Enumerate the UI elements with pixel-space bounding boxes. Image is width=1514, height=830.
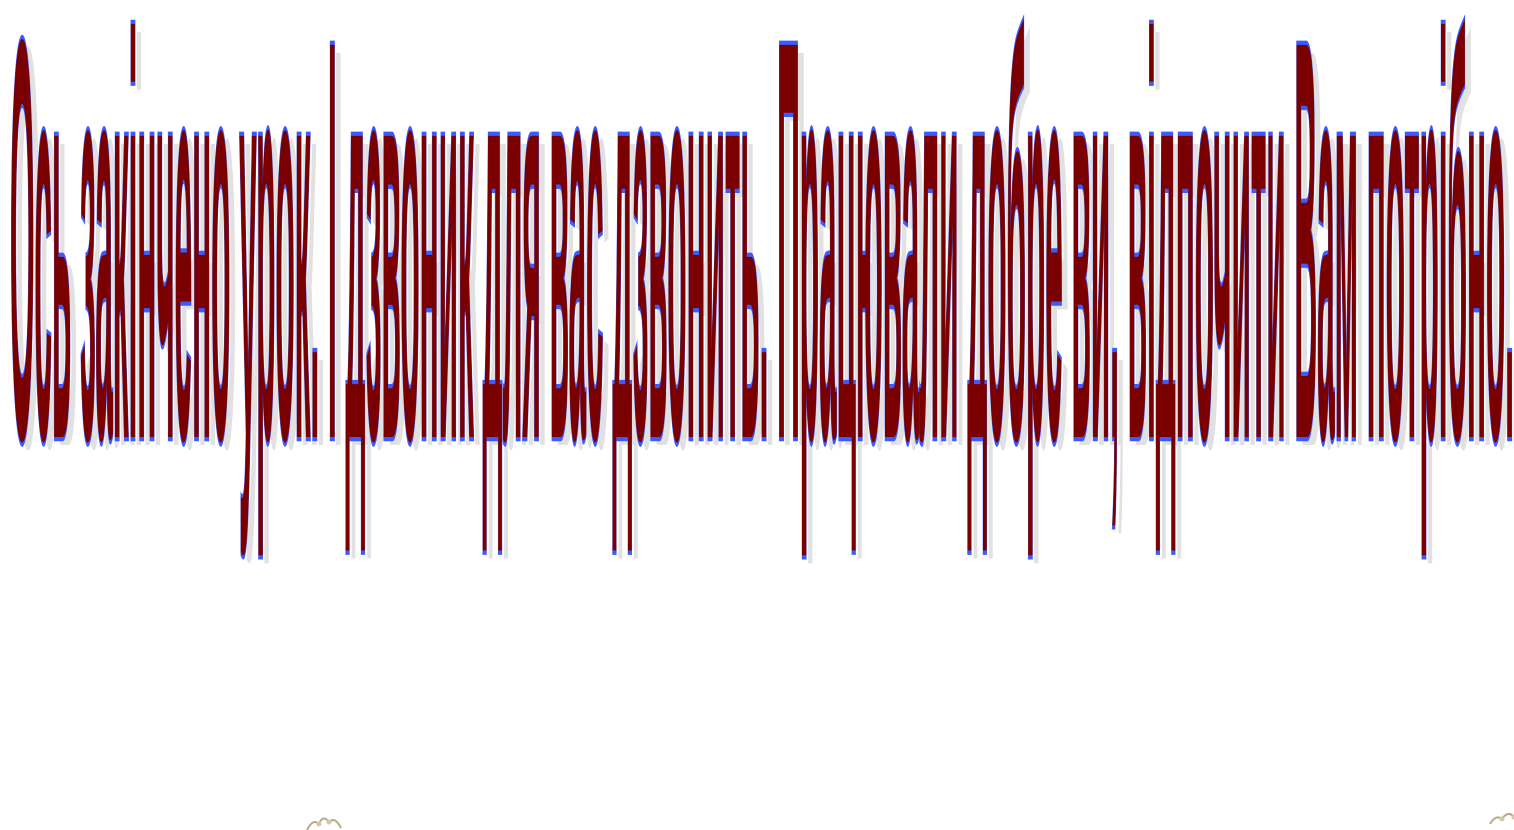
wordart-text: Ось закінчено урок. І дзвоник для вас дз… [10, 0, 1514, 562]
flower-ornament-icon [306, 817, 342, 830]
wordart-shadow-text: Ось закінчено урок. І дзвоник для вас дз… [16, 0, 1514, 570]
flower-ornament-icon [1489, 813, 1514, 825]
